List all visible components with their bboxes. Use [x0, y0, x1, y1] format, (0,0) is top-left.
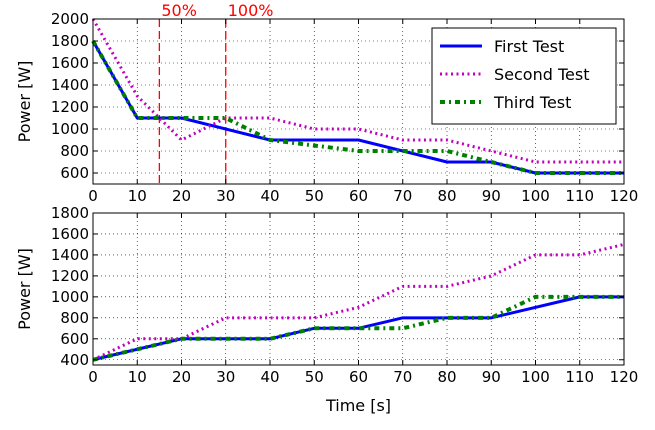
y-tick-label: 1000 [51, 120, 89, 138]
x-tick-label: 80 [437, 187, 456, 205]
x-tick-label: 100 [521, 187, 550, 205]
legend-label-1: First Test [494, 37, 564, 56]
x-tick-label: 40 [260, 187, 279, 205]
y-tick-label: 1600 [51, 225, 89, 243]
y-tick-label: 1600 [51, 54, 89, 72]
x-tick-label: 100 [521, 368, 550, 386]
legend-label-3: Third Test [493, 93, 571, 112]
legend-label-2: Second Test [494, 65, 589, 84]
x-tick-label: 90 [482, 187, 501, 205]
x-tick-label: 70 [393, 368, 412, 386]
x-tick-label: 10 [128, 368, 147, 386]
x-tick-label: 10 [128, 187, 147, 205]
bottom-panel: 0 10 20 30 40 50 60 70 80 90 100 110 120 400 600 800 100… [15, 204, 638, 415]
y-tick-label: 800 [60, 309, 89, 327]
y-tick-label: 600 [60, 164, 89, 182]
x-tick-label: 70 [393, 187, 412, 205]
y-tick-label: 1800 [51, 204, 89, 222]
x-axis-label: Time [s] [325, 396, 391, 415]
x-tick-label: 90 [482, 368, 501, 386]
y-tick-label: 600 [60, 330, 89, 348]
x-tick-label: 50 [305, 187, 324, 205]
y-tick-label: 1400 [51, 246, 89, 264]
x-tick-label: 110 [565, 368, 594, 386]
x-tick-label: 80 [437, 368, 456, 386]
x-tick-label: 110 [565, 187, 594, 205]
y-tick-label: 800 [60, 142, 89, 160]
x-tick-label: 60 [349, 368, 368, 386]
x-tick-label: 0 [88, 368, 98, 386]
x-tick-label: 40 [260, 368, 279, 386]
series-line-3 [92, 294, 624, 362]
x-tick-label: 30 [216, 187, 235, 205]
x-tick-label: 60 [349, 187, 368, 205]
x-tick-label: 120 [610, 368, 639, 386]
y-axis-label: Power [W] [15, 248, 34, 330]
y-tick-label: 1800 [51, 32, 89, 50]
y-tick-label: 1200 [51, 267, 89, 285]
annotation-label: 50% [161, 1, 197, 20]
x-tick-label: 20 [172, 368, 191, 386]
series-line-3 [91, 40, 624, 175]
x-tick-label: 120 [610, 187, 639, 205]
x-tick-label: 30 [216, 368, 235, 386]
annotation-label: 100% [228, 1, 274, 20]
y-tick-label: 1000 [51, 288, 89, 306]
y-axis-label: Power [W] [15, 61, 34, 143]
y-tick-label: 1400 [51, 76, 89, 94]
y-tick-label: 400 [60, 351, 89, 369]
x-tick-label: 20 [172, 187, 191, 205]
y-tick-label: 2000 [51, 10, 89, 28]
x-tick-label: 0 [88, 187, 98, 205]
legend-box [431, 27, 617, 125]
top-panel: 50% 100% 0 10 20 30 40 50 60 70 80 90 100 110 120 600 80… [15, 1, 638, 205]
x-tick-label: 50 [305, 368, 324, 386]
y-tick-label: 1200 [51, 98, 89, 116]
